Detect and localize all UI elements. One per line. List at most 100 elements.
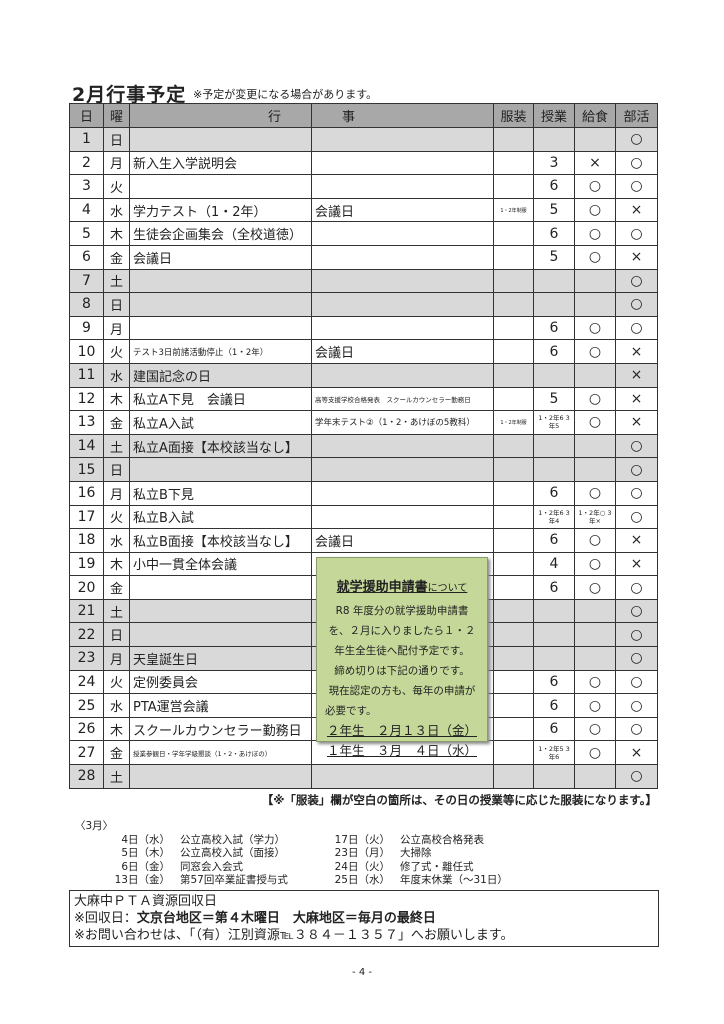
club-cell: ○ xyxy=(615,127,658,152)
club-cell: ○ xyxy=(615,480,658,506)
uniform-cell xyxy=(493,221,534,246)
club-cell: × xyxy=(615,362,658,388)
header-classes: 授業 xyxy=(533,103,575,128)
table-row: 14 土私立A面接【本校該当なし】 ○ xyxy=(69,433,658,459)
weekday-cell: 金 xyxy=(103,740,130,766)
day-cell: 23 xyxy=(69,646,104,671)
day-cell: 3 xyxy=(69,174,104,199)
event-sub-cell xyxy=(311,764,494,789)
day-cell: 22 xyxy=(69,622,104,648)
day-cell: 1 xyxy=(69,127,104,152)
uniform-cell: 1・2年制服 xyxy=(493,410,534,435)
march-event-row: 13日（金） 第57回卒業証書授与式 25日（水） 年度末休業（～31日） xyxy=(75,874,508,888)
classes-cell: 1・2年5 3年6 xyxy=(533,740,575,766)
deadline-grade1: １年生 ３月 ４日（水） xyxy=(326,743,477,758)
event-sub-cell: 会議日 xyxy=(311,197,494,223)
weekday-cell: 土 xyxy=(103,764,130,789)
weekday-cell: 日 xyxy=(103,127,130,152)
event-cell xyxy=(129,127,312,152)
event-cell xyxy=(129,622,312,648)
school-aid-notice: 就学援助申請書について R8 年度分の就学援助申請書 を、２月に入りましたら１・… xyxy=(316,557,488,758)
classes-cell: 5 xyxy=(533,197,575,223)
table-row: 17 火私立B入試 1・2年6 3年4 1・2年○ 3年× ○ xyxy=(69,504,658,530)
march-date: 5日（木） xyxy=(121,847,170,859)
table-row: 8 日 ○ xyxy=(69,292,658,317)
page-title: 2月行事予定 xyxy=(72,84,187,106)
classes-cell xyxy=(533,457,575,482)
table-row: 6 金会議日 5 ○ × xyxy=(69,244,658,270)
event-cell: 新入生入学説明会 xyxy=(129,150,312,176)
event-sub-cell xyxy=(311,457,494,482)
event-cell: 私立A入試 xyxy=(129,410,312,435)
lunch-cell xyxy=(574,268,616,294)
uniform-cell xyxy=(493,480,534,506)
weekday-cell: 金 xyxy=(103,575,130,600)
day-cell: 12 xyxy=(69,386,104,412)
march-event: 第57回卒業証書授与式 xyxy=(180,874,288,886)
lunch-cell: ○ xyxy=(574,197,616,223)
event-sub-cell xyxy=(311,268,494,294)
event-sub-cell: 会議日 xyxy=(311,528,494,553)
day-cell: 6 xyxy=(69,244,104,270)
uniform-cell xyxy=(493,551,534,577)
event-sub-cell xyxy=(311,150,494,176)
march-date: 23日（月） xyxy=(334,847,390,859)
club-cell: ○ xyxy=(615,221,658,246)
weekday-cell: 月 xyxy=(103,646,130,671)
event-cell xyxy=(129,268,312,294)
weekday-cell: 金 xyxy=(103,244,130,270)
weekday-cell: 木 xyxy=(103,551,130,577)
day-cell: 8 xyxy=(69,292,104,317)
club-cell: × xyxy=(615,339,658,364)
table-row: 2 月新入生入学説明会 3 × ○ xyxy=(69,150,658,176)
lunch-cell: ○ xyxy=(574,693,616,718)
club-cell: ○ xyxy=(615,315,658,341)
lunch-cell: ○ xyxy=(574,244,616,270)
march-date: 6日（金） xyxy=(121,860,170,873)
notice-line: 現在認定の方も、毎年の申請が xyxy=(328,685,476,697)
club-cell: ○ xyxy=(615,575,658,600)
uniform-cell xyxy=(493,292,534,317)
uniform-cell xyxy=(493,646,534,671)
table-row: 4 水学力テスト（1・2年） 会議日 1・2年制服 5 ○ × xyxy=(69,197,658,223)
uniform-cell xyxy=(493,457,534,482)
table-row: 5 木生徒会企画集会（全校道徳） 6 ○ ○ xyxy=(69,221,658,246)
club-cell: ○ xyxy=(615,150,658,176)
event-sub-cell: 会議日 xyxy=(311,339,494,364)
day-cell: 19 xyxy=(69,551,104,577)
club-cell: ○ xyxy=(615,433,658,459)
lunch-cell: ○ xyxy=(574,669,616,695)
event-cell: 私立A面接【本校該当なし】 xyxy=(129,433,312,459)
weekday-cell: 日 xyxy=(103,292,130,317)
classes-cell xyxy=(533,622,575,648)
club-cell: ○ xyxy=(615,764,658,789)
pta-recycling-box: 大麻中ＰＴＡ資源回収日 ※回収日：文京台地区＝第４木曜日 大麻地区＝毎月の最終日… xyxy=(69,890,659,947)
day-cell: 11 xyxy=(69,362,104,388)
event-cell: PTA運営会議 xyxy=(129,693,312,718)
weekday-cell: 水 xyxy=(103,528,130,553)
classes-cell: 6 xyxy=(533,339,575,364)
lunch-cell: ○ xyxy=(574,221,616,246)
club-cell: ○ xyxy=(615,504,658,530)
uniform-cell xyxy=(493,764,534,789)
event-sub-cell xyxy=(311,315,494,341)
uniform-cell xyxy=(493,174,534,199)
event-sub-cell xyxy=(311,244,494,270)
notice-heading: 就学援助申請書について xyxy=(336,580,468,595)
table-row: 3 火 6 ○ ○ xyxy=(69,174,658,199)
schedule-table: 日 曜 行 事 服装 授業 給食 部活 1 日 ○ 2 月新入生入学説明会 3 × ○ 3 火 6 ○… xyxy=(69,103,658,789)
table-header: 日 曜 行 事 服装 授業 給食 部活 xyxy=(69,103,658,128)
march-label: 〈3月〉 xyxy=(75,820,114,832)
classes-cell: 6 xyxy=(533,480,575,506)
uniform-cell xyxy=(493,716,534,742)
lunch-cell xyxy=(574,457,616,482)
lunch-cell: ○ xyxy=(574,716,616,742)
table-row: 11 水建国記念の日 × xyxy=(69,362,658,388)
march-event-row: 6日（金） 同窓会入会式 24日（火） 修了式・離任式 xyxy=(75,861,508,875)
march-date: 4日（水） xyxy=(121,833,170,846)
day-cell: 26 xyxy=(69,716,104,742)
notice-line: R8 年度分の就学援助申請書 xyxy=(335,605,469,617)
uniform-cell xyxy=(493,127,534,152)
day-cell: 2 xyxy=(69,150,104,176)
event-sub-cell xyxy=(311,504,494,530)
